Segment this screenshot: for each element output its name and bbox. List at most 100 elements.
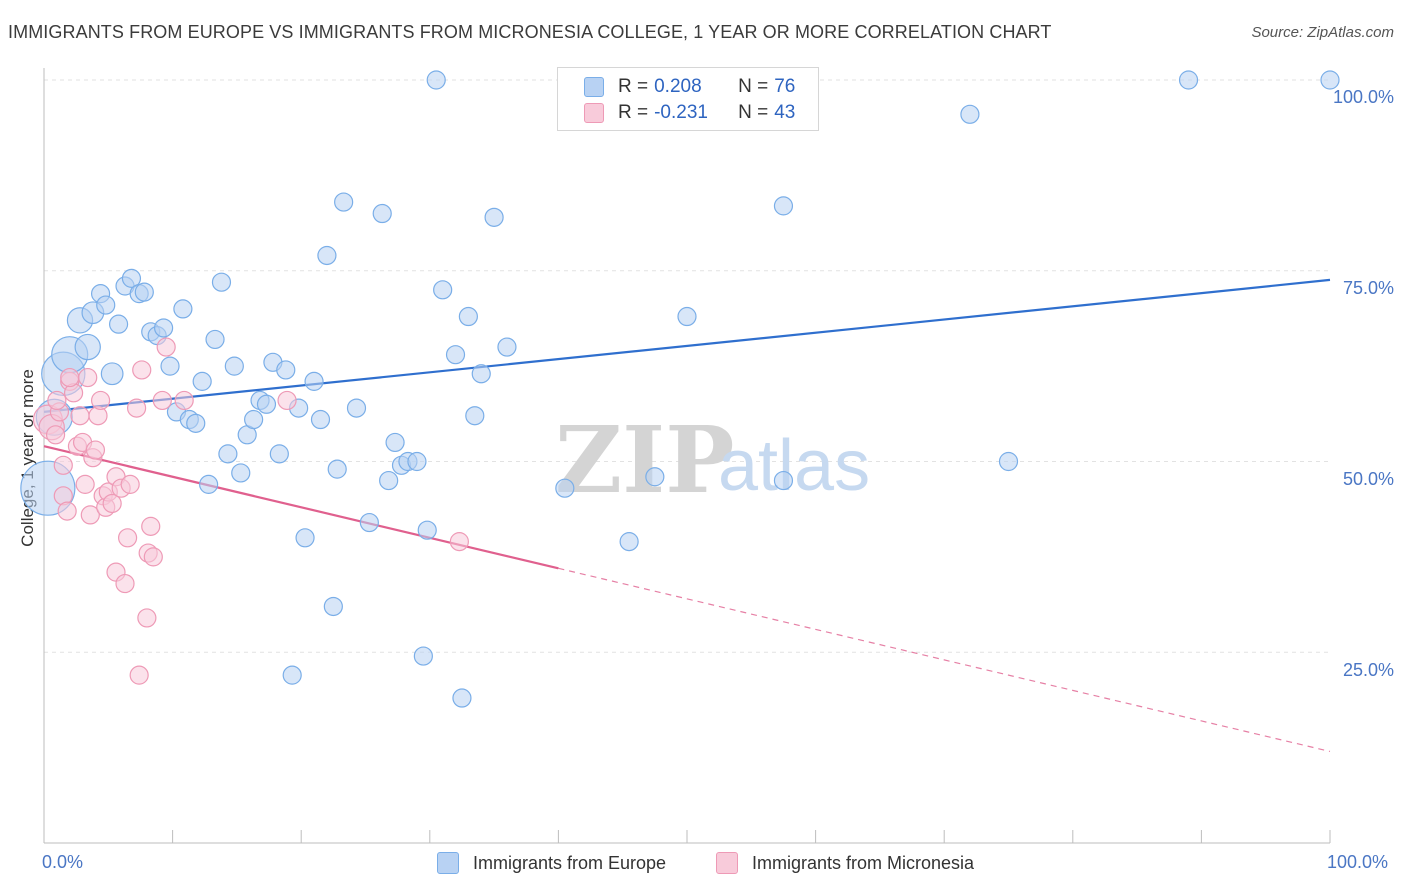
x-tick-max: 100.0%: [1327, 852, 1389, 872]
point-europe: [205, 329, 225, 350]
point-europe: [346, 398, 367, 418]
point-europe: [108, 314, 129, 334]
point-micronesia: [45, 425, 66, 445]
watermark-atlas: atlas: [718, 426, 870, 506]
point-europe: [96, 295, 116, 315]
point-europe: [199, 474, 219, 494]
point-micronesia: [152, 390, 172, 411]
point-europe: [385, 432, 405, 453]
point-europe: [1320, 70, 1340, 90]
data-points: [20, 70, 1340, 708]
point-micronesia: [53, 455, 73, 475]
point-micronesia: [78, 367, 98, 388]
point-europe: [134, 282, 154, 302]
point-micronesia: [126, 398, 147, 418]
point-micronesia: [90, 390, 111, 411]
point-micronesia: [115, 573, 135, 594]
chart-title: IMMIGRANTS FROM EUROPE VS IMMIGRANTS FRO…: [8, 22, 1052, 42]
legend-swatch-micronesia: [584, 103, 604, 123]
point-europe: [413, 646, 433, 666]
legend-row-micronesia: R = -0.231 N = 43: [584, 100, 795, 126]
point-micronesia: [141, 516, 161, 536]
point-micronesia: [85, 440, 106, 460]
point-micronesia: [449, 532, 469, 552]
point-micronesia: [102, 493, 122, 514]
point-micronesia: [132, 360, 152, 380]
point-europe: [269, 444, 289, 464]
series-legend-europe-label: Immigrants from Europe: [473, 852, 667, 873]
point-europe: [379, 470, 399, 491]
source-label: Source: ZipAtlas.com: [1251, 24, 1394, 41]
point-europe: [458, 306, 478, 327]
point-europe: [555, 478, 575, 498]
y-tick-25: 25.0%: [1342, 660, 1394, 680]
point-europe: [773, 196, 794, 216]
legend-swatch-europe: [584, 77, 604, 97]
legend-micronesia-n-label: N =: [738, 102, 769, 123]
point-europe: [317, 245, 337, 266]
legend-row-europe: R = 0.208 N = 76: [584, 74, 795, 100]
point-europe: [323, 596, 343, 617]
point-europe: [186, 413, 206, 433]
point-europe: [304, 371, 324, 391]
point-europe: [231, 463, 251, 483]
point-micronesia: [57, 501, 77, 521]
point-europe: [433, 280, 453, 300]
point-europe: [173, 299, 193, 319]
point-europe: [160, 356, 180, 376]
point-europe: [445, 345, 466, 365]
point-europe: [960, 104, 980, 124]
point-micronesia: [47, 390, 67, 411]
point-europe: [619, 532, 639, 552]
y-tick-100: 100.0%: [1332, 87, 1394, 107]
point-europe: [224, 356, 244, 376]
point-europe: [998, 451, 1019, 472]
legend-micronesia-n-value: 43: [774, 102, 796, 123]
point-europe: [645, 467, 665, 487]
trend-line-dashed-micronesia: [558, 567, 1331, 753]
legend-europe-n-label: N =: [738, 76, 769, 97]
series-legend-europe-swatch: [437, 852, 459, 874]
point-micronesia: [143, 547, 163, 567]
point-europe: [192, 371, 212, 391]
point-europe: [484, 207, 504, 227]
legend-europe-n-value: 76: [774, 76, 796, 97]
trend-line-europe: [43, 278, 1331, 413]
point-europe: [121, 268, 142, 288]
point-europe: [417, 520, 437, 540]
point-europe: [295, 528, 315, 548]
point-europe: [211, 272, 232, 292]
point-europe: [256, 394, 277, 414]
point-europe: [327, 459, 347, 479]
legend-europe-r-value: 0.208: [654, 76, 702, 97]
stats-legend: R = 0.208 N = 76 R = -0.231 N = 43: [557, 67, 819, 131]
point-micronesia: [137, 608, 157, 628]
series-legend: Immigrants from Europe Immigrants from M…: [0, 852, 1406, 878]
trend-line-micronesia: [43, 445, 559, 570]
point-micronesia: [80, 505, 100, 525]
point-micronesia: [70, 406, 90, 426]
point-micronesia: [120, 474, 140, 494]
point-micronesia: [75, 474, 95, 494]
point-europe: [153, 318, 174, 338]
x-tick-min: 0.0%: [42, 852, 84, 872]
series-legend-micronesia: Immigrants from Micronesia: [716, 852, 974, 874]
point-europe: [74, 333, 101, 361]
y-tick-75: 75.0%: [1342, 278, 1394, 298]
series-legend-micronesia-swatch: [716, 852, 738, 874]
point-europe: [218, 444, 238, 464]
point-europe: [359, 512, 379, 533]
point-europe: [465, 406, 485, 426]
point-europe: [282, 665, 302, 685]
point-micronesia: [129, 665, 149, 685]
point-europe: [372, 203, 392, 224]
point-europe: [497, 337, 517, 357]
point-europe: [310, 409, 331, 430]
trend-lines: [43, 278, 1331, 753]
point-micronesia: [60, 367, 80, 388]
series-legend-europe: Immigrants from Europe: [437, 852, 666, 874]
point-micronesia: [156, 337, 176, 357]
watermark-zip: ZIP: [555, 406, 734, 514]
legend-micronesia-r-value: -0.231: [654, 102, 708, 123]
